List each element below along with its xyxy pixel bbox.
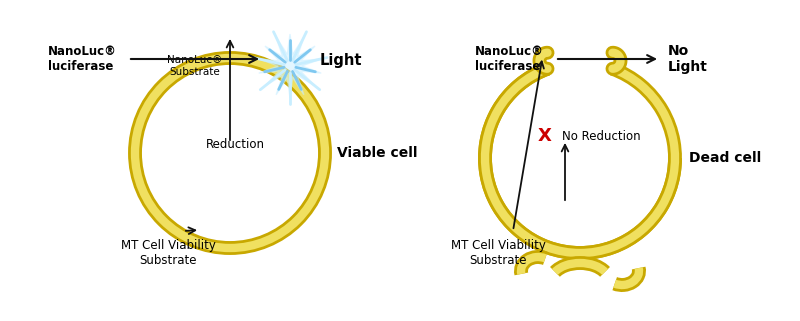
Text: NanoLuc®
Substrate: NanoLuc® Substrate xyxy=(167,56,222,77)
Polygon shape xyxy=(259,34,321,98)
Text: Dead cell: Dead cell xyxy=(689,151,762,165)
Text: NanoLuc®
luciferase: NanoLuc® luciferase xyxy=(48,45,117,73)
Text: Reduction: Reduction xyxy=(206,138,265,152)
Text: No
Light: No Light xyxy=(668,44,708,74)
Text: Viable cell: Viable cell xyxy=(337,146,418,160)
Text: MT Cell Viability
Substrate: MT Cell Viability Substrate xyxy=(121,239,215,267)
Text: Light: Light xyxy=(320,54,362,68)
Text: NanoLuc®
luciferase: NanoLuc® luciferase xyxy=(475,45,544,73)
Text: X: X xyxy=(538,127,552,145)
Text: No Reduction: No Reduction xyxy=(562,129,641,143)
Text: MT Cell Viability
Substrate: MT Cell Viability Substrate xyxy=(450,239,546,267)
